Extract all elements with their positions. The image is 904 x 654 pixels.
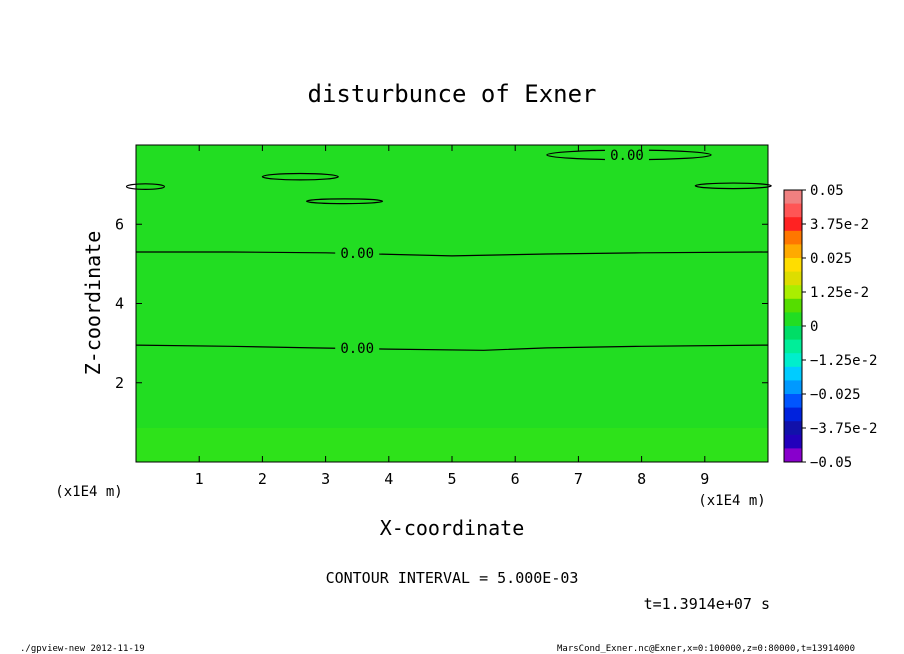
colorbar: 0.05 3.75e-2 0.025 1.25e-2 0 −1.25e-2 −0.025 −3… [783, 183, 877, 471]
colorbar-swatch [784, 271, 802, 286]
colorbar-swatch [784, 407, 802, 422]
colorbar-swatch [784, 203, 802, 218]
contour-label: 0.00 [340, 246, 374, 262]
colorbar-swatch [784, 230, 802, 245]
x-axis-unit: (x1E4 m) [698, 493, 765, 509]
colorbar-swatch [784, 190, 802, 205]
contour-line [136, 251, 769, 257]
closed-contour [125, 183, 166, 190]
colorbar-label: −1.25e-2 [810, 353, 877, 369]
x-axis-label: X-coordinate [380, 516, 525, 540]
colorbar-swatch [784, 366, 802, 381]
y-tick-label: 2 [115, 374, 124, 392]
y-axis-label: Z-coordinate [81, 231, 105, 376]
x-tick-label: 2 [258, 470, 267, 488]
x-tick-label: 6 [511, 470, 520, 488]
x-axis-ticks: 1 2 3 4 5 6 7 8 9 [195, 145, 709, 488]
y-tick-label: 4 [115, 295, 124, 313]
colorbar-label: 0.05 [810, 183, 844, 199]
y-axis-unit: (x1E4 m) [55, 484, 122, 500]
top-contour-label: 0.00 [610, 148, 644, 164]
contour-label: 0.00 [340, 341, 374, 357]
colorbar-label: 3.75e-2 [810, 217, 869, 233]
contour-interval-text: CONTOUR INTERVAL = 5.000E-03 [326, 569, 579, 587]
closed-contour [261, 172, 339, 181]
y-tick-label: 6 [115, 215, 124, 233]
x-tick-label: 3 [321, 470, 330, 488]
contour-line [135, 344, 769, 351]
colorbar-label: 0.025 [810, 251, 852, 267]
x-tick-label: 4 [384, 470, 393, 488]
x-tick-label: 5 [447, 470, 456, 488]
colorbar-swatch [784, 448, 802, 463]
time-text: t=1.3914e+07 s [644, 595, 770, 613]
colorbar-swatch [784, 434, 802, 449]
colorbar-swatch [784, 394, 802, 409]
colorbar-label: 0 [810, 319, 818, 335]
x-tick-label: 9 [700, 470, 709, 488]
y-axis-ticks: 2 4 6 [115, 215, 768, 392]
colorbar-label: 1.25e-2 [810, 285, 869, 301]
footer-left-text: ./gpview-new 2012-11-19 [20, 644, 145, 654]
colorbar-swatch [784, 244, 802, 259]
colorbar-swatch [784, 285, 802, 300]
x-tick-label: 7 [574, 470, 583, 488]
top-contour-label-bg [604, 147, 649, 162]
colorbar-label: −0.025 [810, 387, 861, 403]
closed-contour [306, 198, 384, 205]
closed-contour [694, 182, 772, 190]
colorbar-swatch [784, 217, 802, 232]
footer-right-text: MarsCond_Exner.nc@Exner,x=0:100000,z=0:8… [557, 644, 855, 654]
colorbar-swatch [784, 326, 802, 341]
colorbar-swatch [784, 380, 802, 395]
contour-label-bg [335, 244, 380, 261]
colorbar-swatch [784, 353, 802, 368]
colorbar-label: −3.75e-2 [810, 421, 877, 437]
chart-title: disturbunce of Exner [308, 80, 597, 108]
colorbar-swatch [784, 258, 802, 273]
contour-label-bg [335, 339, 380, 356]
colorbar-label: −0.05 [810, 455, 852, 471]
x-tick-label: 1 [195, 470, 204, 488]
colorbar-swatch [784, 312, 802, 327]
colorbar-swatch [784, 298, 802, 313]
contour-lines: 0.00 0.00 [135, 244, 769, 357]
plot-area: 0.00 0.00 0.00 [125, 144, 772, 463]
plot-fill [136, 145, 768, 462]
closed-contours: 0.00 [125, 147, 772, 205]
colorbar-swatch [784, 339, 802, 354]
colorbar-swatch [784, 421, 802, 436]
x-tick-label: 8 [637, 470, 646, 488]
